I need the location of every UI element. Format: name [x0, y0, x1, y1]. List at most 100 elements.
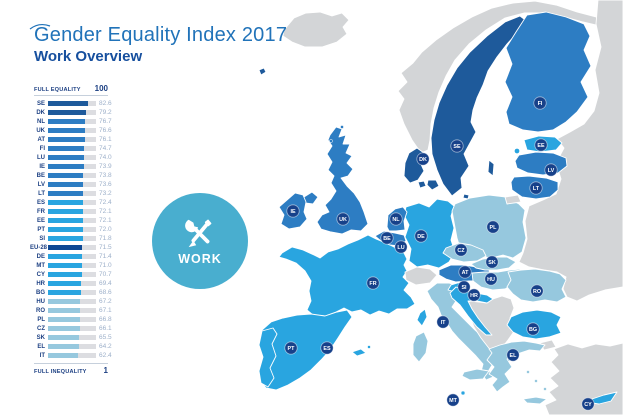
map-country-germany[interactable] — [403, 198, 456, 269]
map-island-zealand[interactable] — [426, 179, 440, 191]
map-island-corsica[interactable] — [416, 308, 428, 327]
bar-value: 72.0 — [99, 226, 112, 233]
map-badge-DK[interactable]: DK — [416, 152, 430, 166]
bar-fill — [48, 218, 83, 223]
map-island-aegean-3[interactable] — [543, 387, 547, 391]
bar-fill — [48, 209, 83, 214]
bar-country-code: IT — [39, 352, 45, 359]
bar-track — [48, 101, 96, 106]
map-badge-SK[interactable]: SK — [485, 255, 499, 269]
map-badge-MT[interactable]: MT — [446, 393, 460, 407]
map-badge-UK[interactable]: UK — [336, 212, 350, 226]
map-country-france[interactable] — [278, 234, 416, 317]
map-badge-PT[interactable]: PT — [284, 341, 298, 355]
map-country-malta[interactable] — [460, 390, 466, 396]
bar-fill — [48, 335, 80, 340]
map-region-kaliningrad — [504, 194, 522, 205]
svg-text:SE: SE — [453, 144, 461, 150]
bar-value: 71.5 — [99, 244, 112, 251]
bar-value: 62.4 — [99, 352, 112, 359]
scale-top-label: FULL EQUALITY — [34, 87, 81, 93]
bar-value: 72.1 — [99, 217, 112, 224]
bar-track — [48, 209, 96, 214]
map-badge-FI[interactable]: FI — [533, 96, 547, 110]
svg-text:EL: EL — [510, 353, 518, 359]
map-island-aegean-1[interactable] — [526, 370, 530, 374]
bar-row-BG: BG 68.6 — [30, 288, 116, 297]
map-island-mallorca[interactable] — [351, 348, 367, 357]
bar-country-code: IE — [39, 163, 45, 170]
map-island-faroe[interactable] — [258, 67, 267, 76]
map-island-orkney[interactable] — [329, 139, 333, 143]
bar-row-NL: NL 76.7 — [30, 117, 116, 126]
map-island-shetland[interactable] — [340, 125, 344, 129]
svg-text:DK: DK — [419, 157, 427, 163]
bar-fill — [48, 101, 88, 106]
map-badge-EE[interactable]: EE — [534, 138, 548, 152]
map-country-portugal[interactable] — [258, 327, 278, 388]
map-badge-HU[interactable]: HU — [484, 272, 498, 286]
map-badge-LU[interactable]: LU — [394, 240, 408, 254]
svg-text:PT: PT — [288, 346, 296, 352]
map-island-bornholm[interactable] — [462, 193, 470, 200]
bar-row-IT: IT 62.4 — [30, 351, 116, 360]
map-country-latvia[interactable] — [514, 151, 568, 176]
map-badge-EL[interactable]: EL — [506, 348, 520, 362]
map-badge-BE[interactable]: BE — [380, 231, 394, 245]
map-badge-HR[interactable]: HR — [467, 288, 481, 302]
bar-row-SK: SK 65.5 — [30, 333, 116, 342]
svg-text:BG: BG — [529, 327, 537, 333]
svg-text:NL: NL — [392, 217, 400, 223]
bar-country-code: EL — [37, 343, 45, 350]
bar-country-code: EE — [36, 217, 45, 224]
map-island-saaremaa[interactable] — [514, 148, 520, 154]
map-badge-AT[interactable]: AT — [458, 265, 472, 279]
map-badge-BG[interactable]: BG — [526, 322, 540, 336]
bar-track — [48, 182, 96, 187]
bar-track — [48, 281, 96, 286]
bar-country-code: CZ — [37, 325, 45, 332]
map-badge-CY[interactable]: CY — [581, 397, 595, 411]
bar-fill — [48, 245, 83, 250]
map-badge-SI[interactable]: SI — [457, 280, 471, 294]
map-badge-DE[interactable]: DE — [414, 229, 428, 243]
bar-country-code: LU — [37, 154, 45, 161]
bar-track — [48, 119, 96, 124]
map-badge-RO[interactable]: RO — [530, 284, 544, 298]
map-badge-ES[interactable]: ES — [320, 341, 334, 355]
wrench-pencil-icon — [185, 219, 212, 248]
map-badge-LT[interactable]: LT — [529, 181, 543, 195]
bar-country-code: HU — [36, 298, 45, 305]
bar-row-MT: MT 71.0 — [30, 261, 116, 270]
map-island-crete[interactable] — [522, 396, 548, 405]
map-country-united-kingdom[interactable] — [316, 126, 369, 235]
map-country-greece[interactable] — [486, 340, 546, 393]
bar-country-code: SK — [36, 334, 45, 341]
map-badge-CZ[interactable]: CZ — [454, 243, 468, 257]
map-badge-SE[interactable]: SE — [450, 139, 464, 153]
map-badge-IT[interactable]: IT — [436, 315, 450, 329]
bar-fill — [48, 200, 83, 205]
svg-text:MT: MT — [449, 398, 457, 404]
bar-fill — [48, 119, 85, 124]
bar-fill — [48, 344, 79, 349]
bar-country-code: UK — [36, 127, 45, 134]
map-island-sicily[interactable] — [461, 368, 490, 381]
bar-country-code: CY — [36, 271, 45, 278]
map-badge-PL[interactable]: PL — [486, 220, 500, 234]
bar-country-code: RO — [36, 307, 45, 314]
map-badge-FR[interactable]: FR — [366, 276, 380, 290]
map-badge-LV[interactable]: LV — [544, 163, 558, 177]
bar-value: 76.1 — [99, 136, 112, 143]
map-badge-NL[interactable]: NL — [389, 212, 403, 226]
map-island-menorca[interactable] — [367, 345, 371, 349]
map-badge-IE[interactable]: IE — [286, 204, 300, 218]
map-country-finland[interactable] — [504, 11, 592, 133]
map-island-funen[interactable] — [417, 180, 427, 189]
bar-track — [48, 110, 96, 115]
svg-text:SK: SK — [488, 260, 496, 266]
map-island-aegean-2[interactable] — [534, 379, 538, 383]
map-island-gotland[interactable] — [487, 159, 495, 177]
map-island-sardinia[interactable] — [412, 331, 429, 363]
bar-fill — [48, 227, 83, 232]
